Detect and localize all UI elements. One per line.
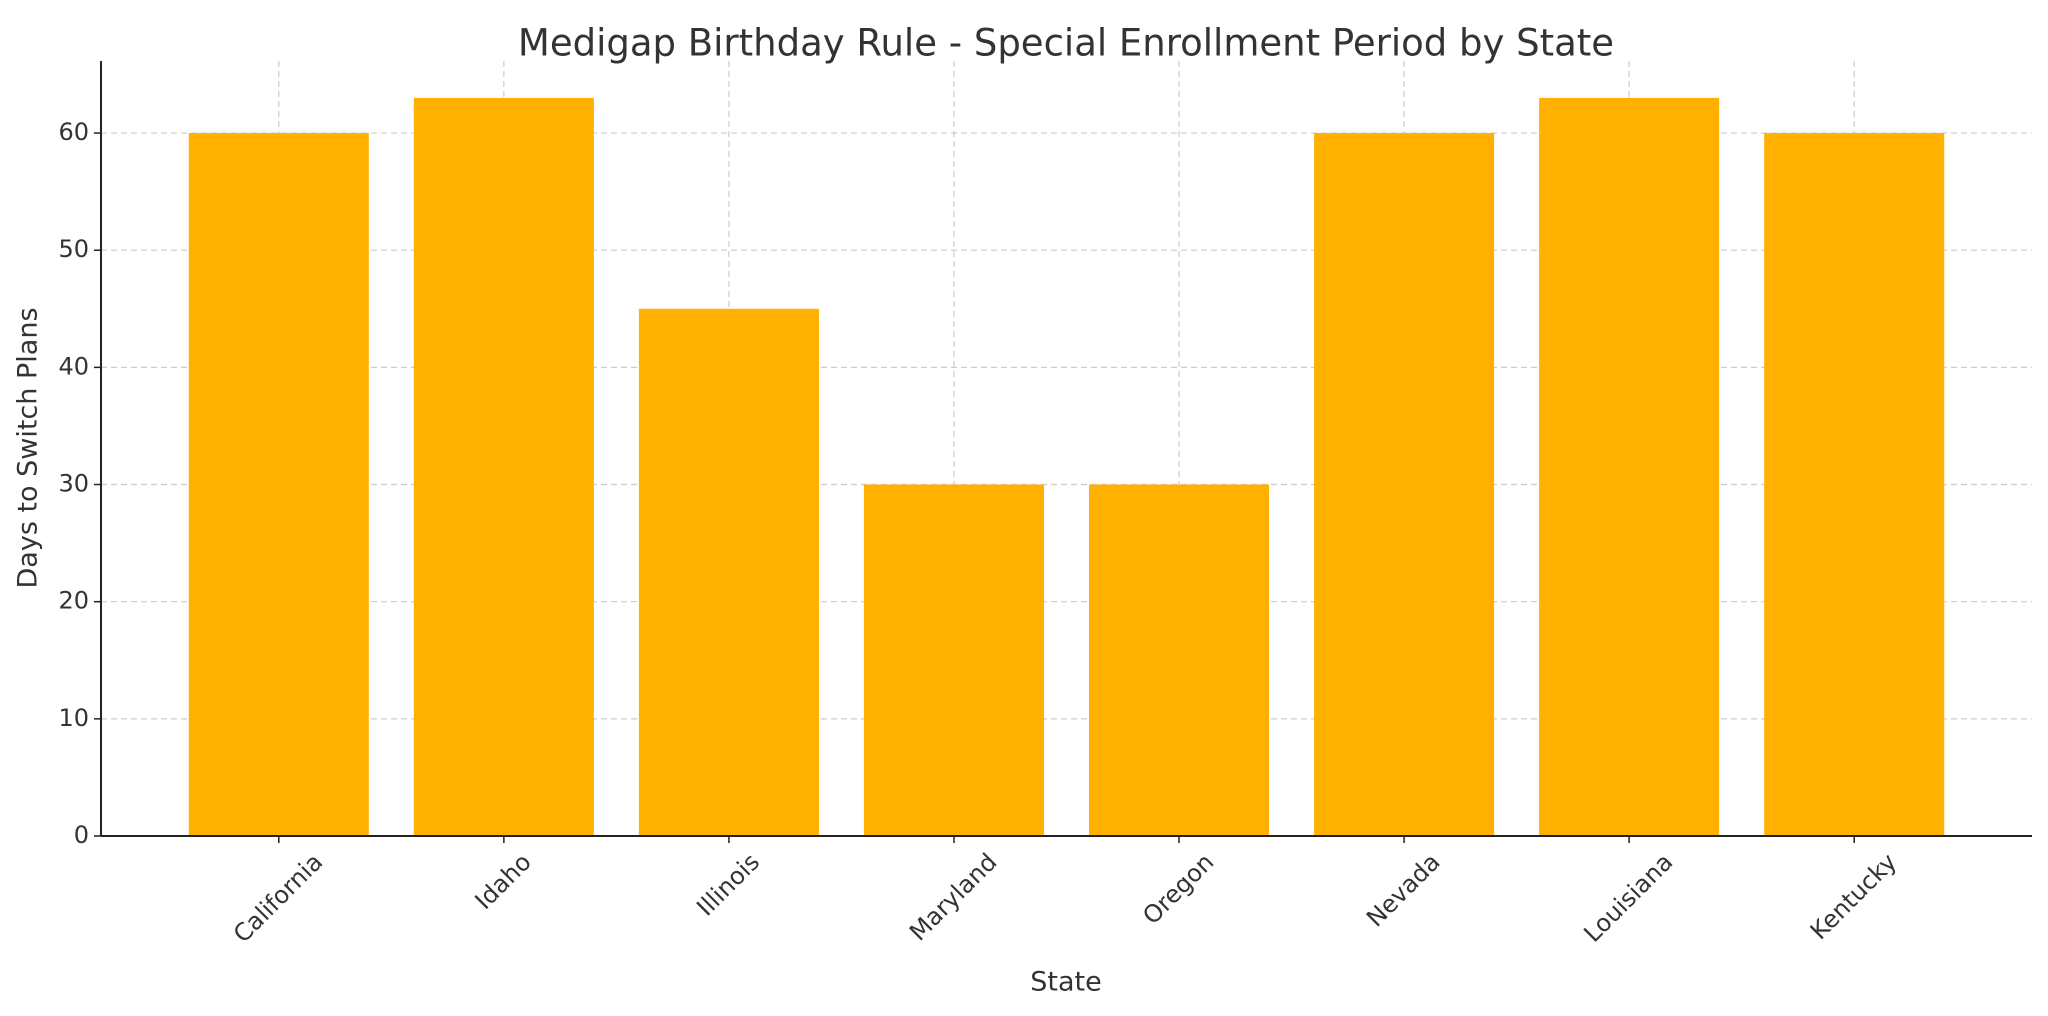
y-tick-label: 20 — [58, 587, 89, 615]
y-tick-label: 10 — [58, 704, 89, 732]
x-tick-label: Nevada — [1361, 848, 1446, 933]
x-tick-label: Illinois — [691, 848, 765, 922]
x-tick-label: Kentucky — [1805, 848, 1902, 945]
y-tick-label: 0 — [74, 821, 89, 849]
bar — [863, 484, 1044, 836]
bar — [413, 97, 594, 836]
bar — [1539, 97, 1720, 836]
x-tick-label: California — [228, 848, 328, 948]
x-tick-label: Maryland — [904, 848, 1003, 947]
bar — [1314, 133, 1495, 837]
x-axis-label: State — [1030, 967, 1101, 998]
y-tick-label: 60 — [58, 118, 89, 146]
y-axis-label: Days to Switch Plans — [13, 307, 44, 588]
y-tick-label: 40 — [58, 352, 89, 380]
bar — [1089, 484, 1270, 836]
chart-title: Medigap Birthday Rule - Special Enrollme… — [518, 22, 1614, 65]
y-tick-label: 50 — [58, 235, 89, 263]
x-tick-label: Idaho — [470, 848, 537, 915]
bar — [188, 133, 369, 837]
x-tick-label: Oregon — [1137, 848, 1219, 930]
bar — [1764, 133, 1945, 837]
bar — [638, 308, 819, 836]
y-tick-label: 30 — [58, 470, 89, 498]
x-tick-label: Louisiana — [1578, 848, 1678, 948]
